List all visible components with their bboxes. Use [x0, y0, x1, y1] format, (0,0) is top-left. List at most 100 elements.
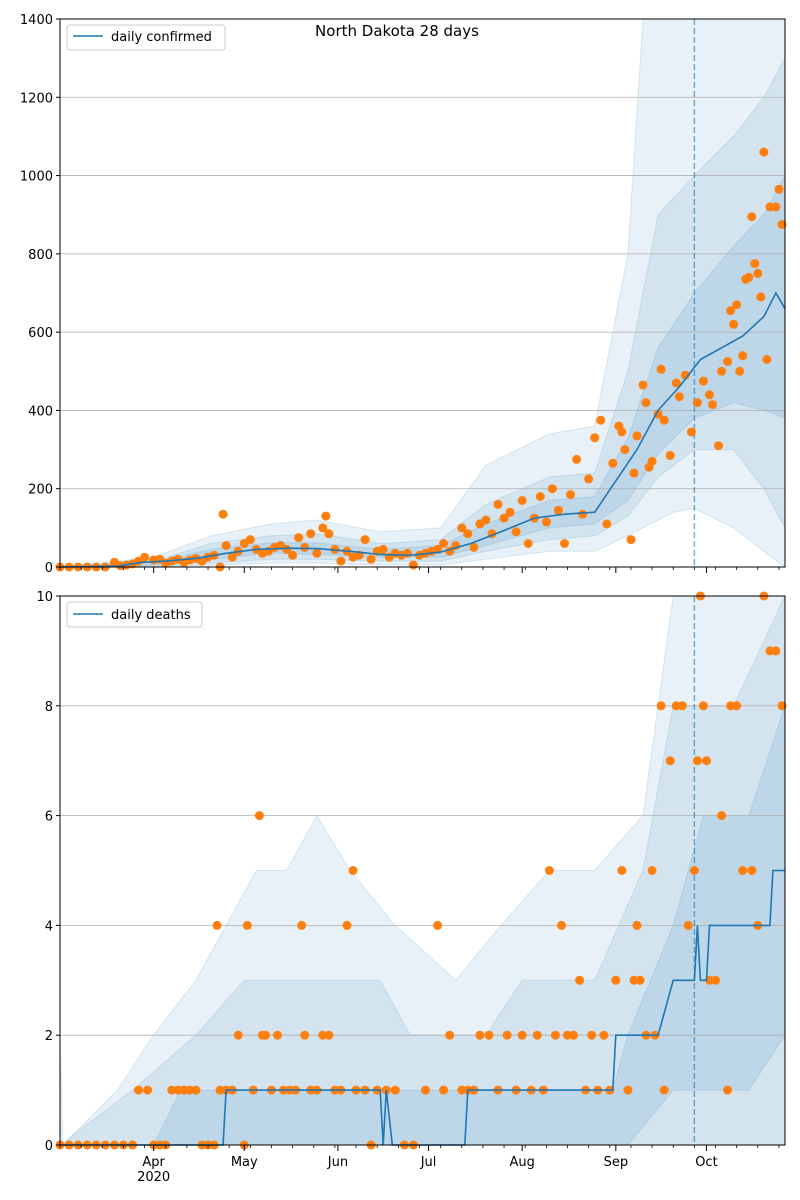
data-point: [191, 1085, 201, 1095]
data-point: [523, 539, 533, 548]
data-point: [692, 398, 702, 408]
data-point: [402, 548, 412, 558]
data-point: [544, 866, 554, 875]
data-point: [475, 1030, 485, 1040]
data-point: [457, 523, 467, 533]
data-point: [732, 300, 742, 310]
data-point: [245, 535, 255, 545]
data-point: [312, 548, 322, 558]
y-tick-label: 0: [45, 561, 53, 576]
data-point: [774, 184, 784, 194]
y-tick-label: 6: [45, 810, 53, 825]
data-point: [134, 1085, 143, 1095]
data-point: [653, 409, 663, 419]
data-point: [635, 975, 645, 985]
data-point: [433, 920, 443, 930]
data-point: [547, 484, 557, 494]
data-point: [705, 390, 714, 400]
y-tick-label: 10: [36, 590, 53, 605]
data-point: [723, 357, 733, 366]
data-point: [439, 539, 449, 548]
confirmed-legend: daily confirmed: [66, 24, 226, 51]
data-point: [717, 366, 727, 376]
deaths-line: [60, 869, 785, 1146]
data-point: [711, 975, 720, 985]
data-point: [620, 445, 630, 455]
data-point: [771, 646, 781, 656]
deaths-y-ticks: 0 2 4 6 8 10: [36, 590, 60, 1154]
data-point: [777, 701, 787, 711]
data-point: [611, 975, 621, 985]
chart-title: North Dakota 28 days: [315, 22, 479, 40]
data-point: [677, 701, 687, 711]
data-point: [517, 1030, 527, 1040]
data-point: [390, 1085, 400, 1095]
data-point: [294, 533, 304, 543]
y-tick-label: 1200: [20, 91, 53, 106]
confirmed-grid: [60, 96, 785, 490]
confirmed-x-ticks: [59, 567, 780, 573]
y-tick-label: 2: [45, 1029, 53, 1044]
data-point: [656, 364, 666, 374]
data-point: [421, 1085, 430, 1095]
deaths-frame: [59, 595, 786, 1146]
y-tick-label: 800: [28, 248, 53, 263]
data-point: [747, 212, 757, 222]
data-point: [505, 507, 515, 517]
data-point: [288, 550, 298, 560]
data-point: [342, 920, 352, 930]
data-point: [366, 554, 376, 564]
data-point: [221, 541, 231, 550]
data-point: [647, 456, 657, 466]
data-point: [378, 544, 388, 554]
data-point: [683, 920, 693, 930]
data-point: [777, 220, 787, 229]
deaths-grid: [60, 705, 785, 1036]
data-point: [560, 539, 569, 548]
data-point: [321, 511, 331, 521]
data-point: [599, 1030, 609, 1040]
data-point: [698, 376, 708, 386]
data-point: [732, 701, 742, 711]
data-point: [638, 380, 648, 390]
data-point: [647, 866, 657, 875]
data-point: [227, 552, 237, 562]
y-tick-label: 0: [45, 1139, 53, 1154]
data-point: [550, 1030, 560, 1040]
data-point: [532, 1030, 542, 1040]
y-tick-label: 1400: [20, 13, 53, 28]
data-point: [553, 505, 563, 515]
data-point: [469, 542, 479, 552]
data-point: [714, 441, 723, 451]
data-point: [744, 272, 754, 282]
data-point: [608, 458, 618, 468]
data-point: [617, 866, 627, 875]
data-point: [535, 492, 545, 501]
confirmed-points: [55, 147, 787, 572]
data-point: [632, 920, 642, 930]
data-point: [698, 701, 708, 711]
data-point: [360, 535, 370, 545]
data-point: [771, 202, 781, 212]
data-point: [336, 556, 346, 566]
data-point: [665, 450, 675, 460]
data-point: [569, 1030, 578, 1040]
data-point: [324, 1030, 334, 1040]
data-point: [702, 756, 711, 766]
data-point: [723, 1085, 733, 1095]
y-tick-label: 600: [28, 326, 53, 341]
data-point: [300, 1030, 310, 1040]
deaths-bands: [58, 595, 786, 1147]
data-point: [689, 866, 699, 875]
data-point: [484, 1030, 494, 1040]
data-point: [566, 490, 575, 500]
data-point: [587, 1030, 597, 1040]
data-point: [738, 351, 748, 361]
data-point: [596, 415, 606, 425]
data-point: [575, 975, 585, 985]
data-point: [408, 560, 418, 570]
data-point: [233, 1030, 243, 1040]
deaths-legend: daily deaths: [66, 601, 203, 628]
